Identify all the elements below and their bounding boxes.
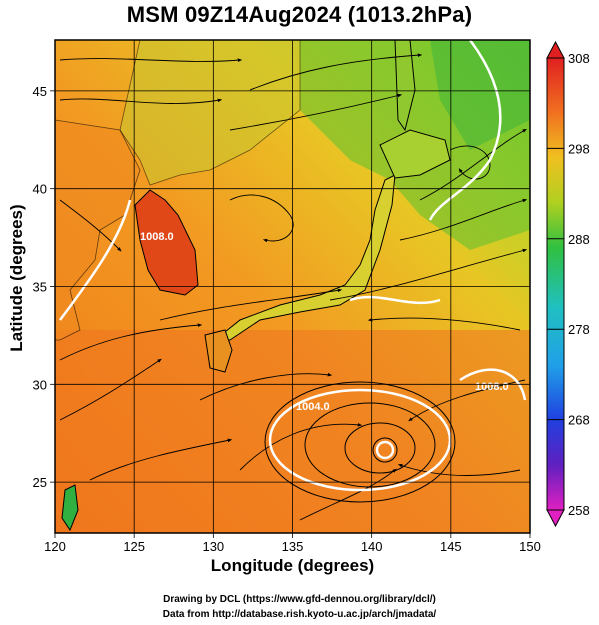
- colorbar-tick-label: 288: [568, 232, 590, 247]
- credit-line-2: Data from http://database.rish.kyoto-u.a…: [162, 609, 437, 620]
- y-axis-label: Latitude (degrees): [7, 204, 26, 352]
- y-tick-label: 35: [33, 280, 47, 295]
- x-axis-label: Longitude (degrees): [210, 556, 375, 575]
- x-tick-labels: 120 125 130 135 140 145 150: [44, 539, 541, 554]
- x-tick-label: 130: [202, 539, 224, 554]
- kyushu-land: [204, 329, 233, 373]
- x-tick-label: 125: [123, 539, 145, 554]
- x-tick-label: 150: [519, 539, 541, 554]
- x-tick-label: 145: [440, 539, 462, 554]
- contour-label-3: 1008.0: [140, 231, 174, 243]
- y-tick-label: 25: [33, 475, 47, 490]
- sakhalin-land: [394, 40, 416, 132]
- typhoon-spiral: [264, 381, 456, 503]
- x-tick-label: 135: [282, 539, 304, 554]
- colorbar: 308 298 288 278 268 258: [546, 40, 590, 528]
- colorbar-tick-label: 308: [568, 51, 590, 66]
- y-tick-label: 40: [33, 182, 47, 197]
- contour-label-1: 1004.0: [296, 401, 330, 413]
- plot-frame: [54, 39, 531, 534]
- pressure-contours: [58, 40, 527, 492]
- x-tick-label: 120: [44, 539, 66, 554]
- x-tick-label: 140: [361, 539, 383, 554]
- credit-line-1: Drawing by DCL (https://www.gfd-dennou.o…: [163, 594, 436, 605]
- y-tick-labels: 25 30 35 40 45: [33, 84, 47, 490]
- taiwan-land: [61, 484, 79, 532]
- colorbar-bar: [546, 57, 565, 511]
- colorbar-tick-label: 268: [568, 413, 590, 428]
- wind-streamlines: [59, 53, 528, 521]
- hokkaido-land: [379, 129, 451, 179]
- korea-land: [134, 189, 199, 296]
- colorbar-tick-label: 278: [568, 322, 590, 337]
- colorbar-tick-label: 298: [568, 141, 590, 156]
- contour-label-2: 1008.0: [475, 381, 509, 393]
- cool-northeast-region: [430, 40, 530, 150]
- chart-title: MSM 09Z14Aug2024 (1013.2hPa): [126, 2, 473, 27]
- north-land: [119, 40, 301, 186]
- colorbar-top-triangle: [546, 40, 565, 59]
- colorbar-ticks: 308 298 288 278 268 258: [547, 51, 590, 518]
- colorbar-bottom-triangle: [546, 509, 565, 528]
- y-tick-label: 30: [33, 377, 47, 392]
- colorbar-tick-label: 258: [568, 503, 590, 518]
- y-tick-label: 45: [33, 84, 47, 99]
